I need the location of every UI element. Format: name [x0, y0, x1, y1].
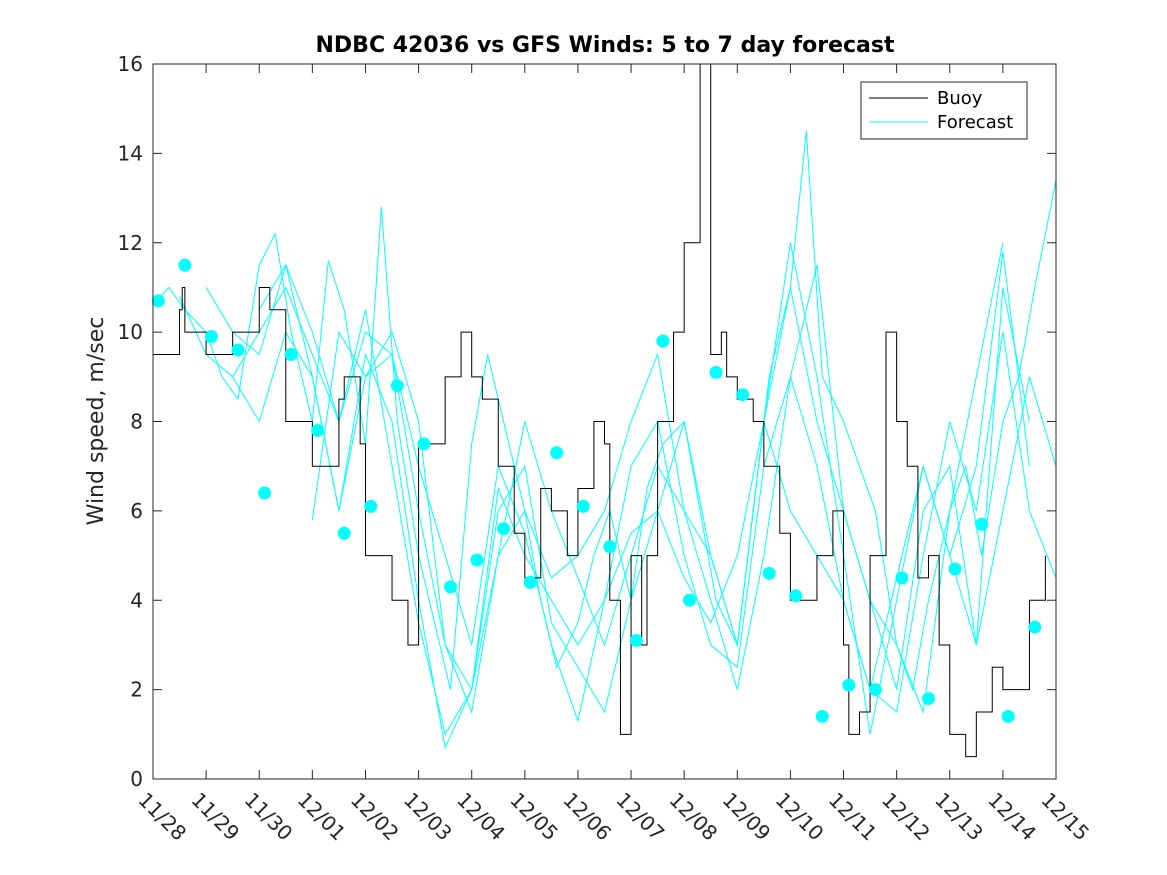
- y-tick-label: 4: [130, 588, 143, 612]
- forecast-point: [895, 571, 909, 585]
- legend-box: [860, 81, 1028, 140]
- marker-layer: [151, 258, 1042, 723]
- forecast-point: [523, 575, 537, 589]
- y-tick-label: 14: [118, 141, 143, 165]
- forecast-point: [443, 580, 457, 594]
- legend: Buoy Forecast: [860, 81, 1028, 140]
- forecast-point: [868, 683, 882, 697]
- forecast-point: [417, 437, 431, 451]
- series-layer: [152, 63, 1057, 758]
- forecast-point: [736, 388, 750, 402]
- forecast-point: [709, 365, 723, 379]
- forecast-point: [815, 709, 829, 723]
- forecast-point: [1001, 709, 1015, 723]
- forecast-point: [948, 562, 962, 576]
- forecast-point: [231, 343, 245, 357]
- forecast-point: [204, 330, 218, 344]
- forecast-point: [151, 294, 165, 308]
- y-axis-label: Wind speed, m/sec: [84, 317, 109, 526]
- y-tick-label: 12: [118, 231, 143, 255]
- y-tick-label: 0: [130, 767, 143, 791]
- forecast-point: [576, 499, 590, 513]
- forecast-point: [258, 486, 272, 500]
- forecast-point: [178, 258, 192, 272]
- y-axis: 0 2 4 6 8 10 12 14 16: [118, 52, 1056, 791]
- y-tick-label: 6: [130, 499, 143, 523]
- forecast-point: [390, 379, 404, 393]
- forecast-point: [603, 540, 617, 554]
- forecast-point: [284, 347, 298, 361]
- series-forecast-line: [205, 263, 1030, 736]
- forecast-point: [922, 692, 936, 706]
- y-tick-label: 8: [130, 410, 143, 434]
- chart-title: NDBC 42036 vs GFS Winds: 5 to 7 day fore…: [316, 33, 895, 58]
- series-forecast-line: [258, 242, 1004, 714]
- forecast-point: [1028, 620, 1042, 634]
- forecast-point: [656, 334, 670, 348]
- forecast-point: [842, 678, 856, 692]
- forecast-point: [975, 517, 989, 531]
- forecast-point: [550, 446, 564, 460]
- forecast-point: [364, 499, 378, 513]
- forecast-point: [497, 522, 511, 536]
- forecast-point: [682, 593, 696, 607]
- forecast-point: [470, 553, 484, 567]
- series-forecast-line: [311, 251, 1030, 723]
- forecast-point: [337, 526, 351, 540]
- legend-label-buoy: Buoy: [937, 88, 983, 109]
- forecast-point: [311, 423, 325, 437]
- legend-label-forecast: Forecast: [937, 112, 1013, 133]
- forecast-point: [789, 589, 803, 603]
- y-tick-label: 10: [118, 320, 143, 344]
- forecast-point: [629, 633, 643, 647]
- plot-area: [151, 63, 1057, 780]
- y-tick-label: 2: [130, 678, 143, 702]
- series-buoy-line: [153, 63, 1046, 758]
- y-tick-label: 16: [118, 52, 143, 76]
- forecast-point: [762, 566, 776, 580]
- series-forecast-line: [232, 330, 1057, 750]
